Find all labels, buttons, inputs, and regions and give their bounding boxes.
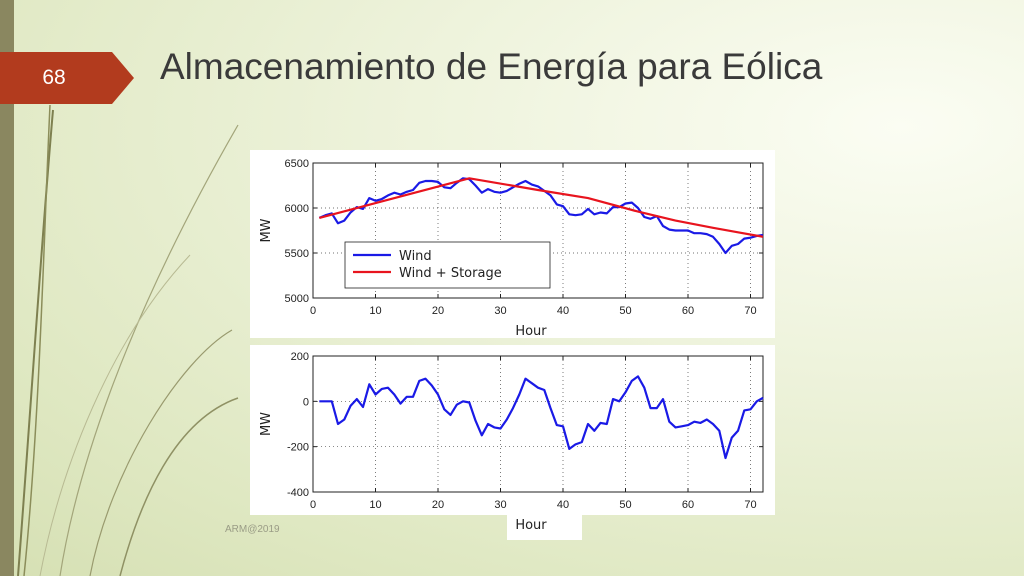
chart1-xtick-label-0: 0 — [310, 305, 316, 317]
chart1-series-wind — [318, 177, 764, 255]
chart2-series-line — [319, 375, 764, 460]
decorative-tendrils — [17, 104, 239, 576]
chart2-xtick-label-60: 60 — [682, 499, 694, 511]
chart2-xtick-label-0: 0 — [310, 499, 316, 511]
chart2-xtick-label-10: 10 — [369, 499, 381, 511]
chart1-xtick-label-60: 60 — [682, 305, 694, 317]
chart2-xtick-label-20: 20 — [432, 499, 444, 511]
chart1-legend-label-1: Wind + Storage — [399, 266, 502, 281]
slide-title: Almacenamiento de Energía para Eólica — [160, 46, 823, 87]
bottom-xlabel-background — [507, 514, 582, 540]
chart2-xtick-label-40: 40 — [557, 499, 569, 511]
chart2-xtick-label-70: 70 — [744, 499, 756, 511]
chart2-ytick-label--200: -200 — [287, 442, 309, 454]
chart2-ylabel: MW — [259, 412, 274, 436]
left-accent-bar — [0, 0, 14, 576]
chart1-xlabel: Hour — [515, 324, 547, 339]
chart2-ytick-label-200: 200 — [291, 351, 309, 363]
chart1-ytick-label-5500: 5500 — [285, 248, 309, 260]
chart1-xtick-label-50: 50 — [619, 305, 631, 317]
slide-number: 68 — [42, 66, 66, 89]
chart1-ytick-label-5000: 5000 — [285, 293, 309, 305]
chart1-xtick-label-40: 40 — [557, 305, 569, 317]
chart1-ylabel: MW — [259, 218, 274, 242]
chart2-ytick-label-0: 0 — [303, 396, 309, 408]
slide-footer: ARM@2019 — [225, 524, 280, 535]
chart1-xtick-label-10: 10 — [369, 305, 381, 317]
chart1-legend-box — [344, 241, 551, 289]
chart2-xlabel: Hour — [515, 518, 547, 533]
chart2-xtick-label-50: 50 — [619, 499, 631, 511]
chart1-legend-label-0: Wind — [399, 249, 432, 264]
chart1-ytick-label-6000: 6000 — [285, 203, 309, 215]
bottom-chart-background — [250, 345, 775, 515]
chart1-axes-frame — [312, 162, 764, 299]
chart2-xtick-label-30: 30 — [494, 499, 506, 511]
slide-number-badge: 68 — [0, 52, 134, 104]
chart1-xtick-label-20: 20 — [432, 305, 444, 317]
chart1-xtick-label-30: 30 — [494, 305, 506, 317]
chart1-ytick-label-6500: 6500 — [285, 158, 309, 170]
chart2-ytick-label--400: -400 — [287, 487, 309, 499]
chart2-axes-frame — [312, 355, 764, 493]
chart1-series-wind-storage — [319, 177, 764, 238]
chart1-xtick-label-70: 70 — [744, 305, 756, 317]
